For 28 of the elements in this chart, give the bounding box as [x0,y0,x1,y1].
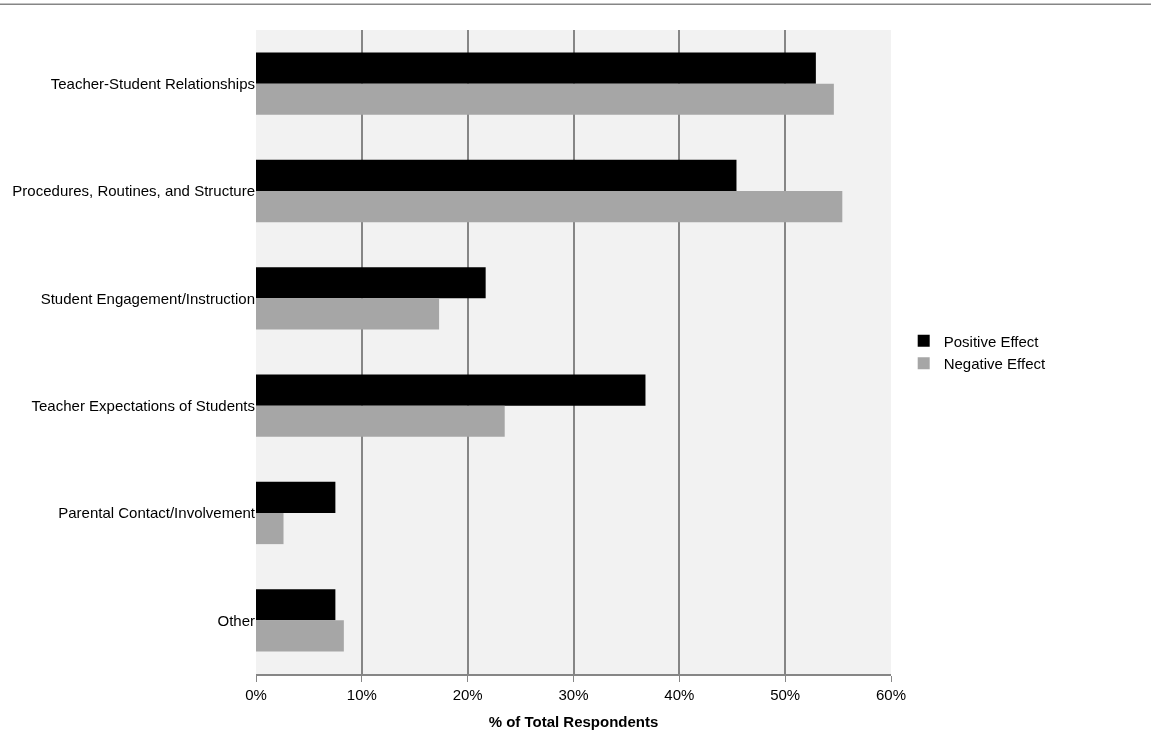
bar [256,374,646,406]
y-tick-label: Procedures, Routines, and Structure [12,182,255,200]
legend-label: Negative Effect [943,355,1046,373]
bar [256,481,336,513]
bar [256,620,344,652]
y-tick-label: Parental Contact/Involvement [58,504,256,522]
bar [256,513,284,545]
bar [256,159,737,191]
x-tick-label: 50% [770,685,801,703]
x-axis-title: % of Total Respondents [488,713,659,731]
x-tick-label: 10% [346,685,377,703]
y-tick-label: Student Engagement/Instruction [40,289,255,307]
bar [256,191,843,223]
x-tick-label: 30% [558,685,589,703]
bar [256,52,816,84]
legend-label: Positive Effect [943,332,1040,350]
y-tick-label: Other [217,611,255,629]
x-tick-label: 20% [452,685,483,703]
bar [256,267,486,299]
y-tick-label: Teacher Expectations of Students [31,396,255,414]
y-tick-label: Teacher-Student Relationships [50,74,255,92]
bar [256,298,440,330]
bar [256,405,505,437]
x-tick-label: 0% [245,685,267,703]
x-tick-label: 40% [664,685,695,703]
bar [256,83,834,115]
x-tick-label: 60% [875,685,907,703]
bar [256,589,336,621]
